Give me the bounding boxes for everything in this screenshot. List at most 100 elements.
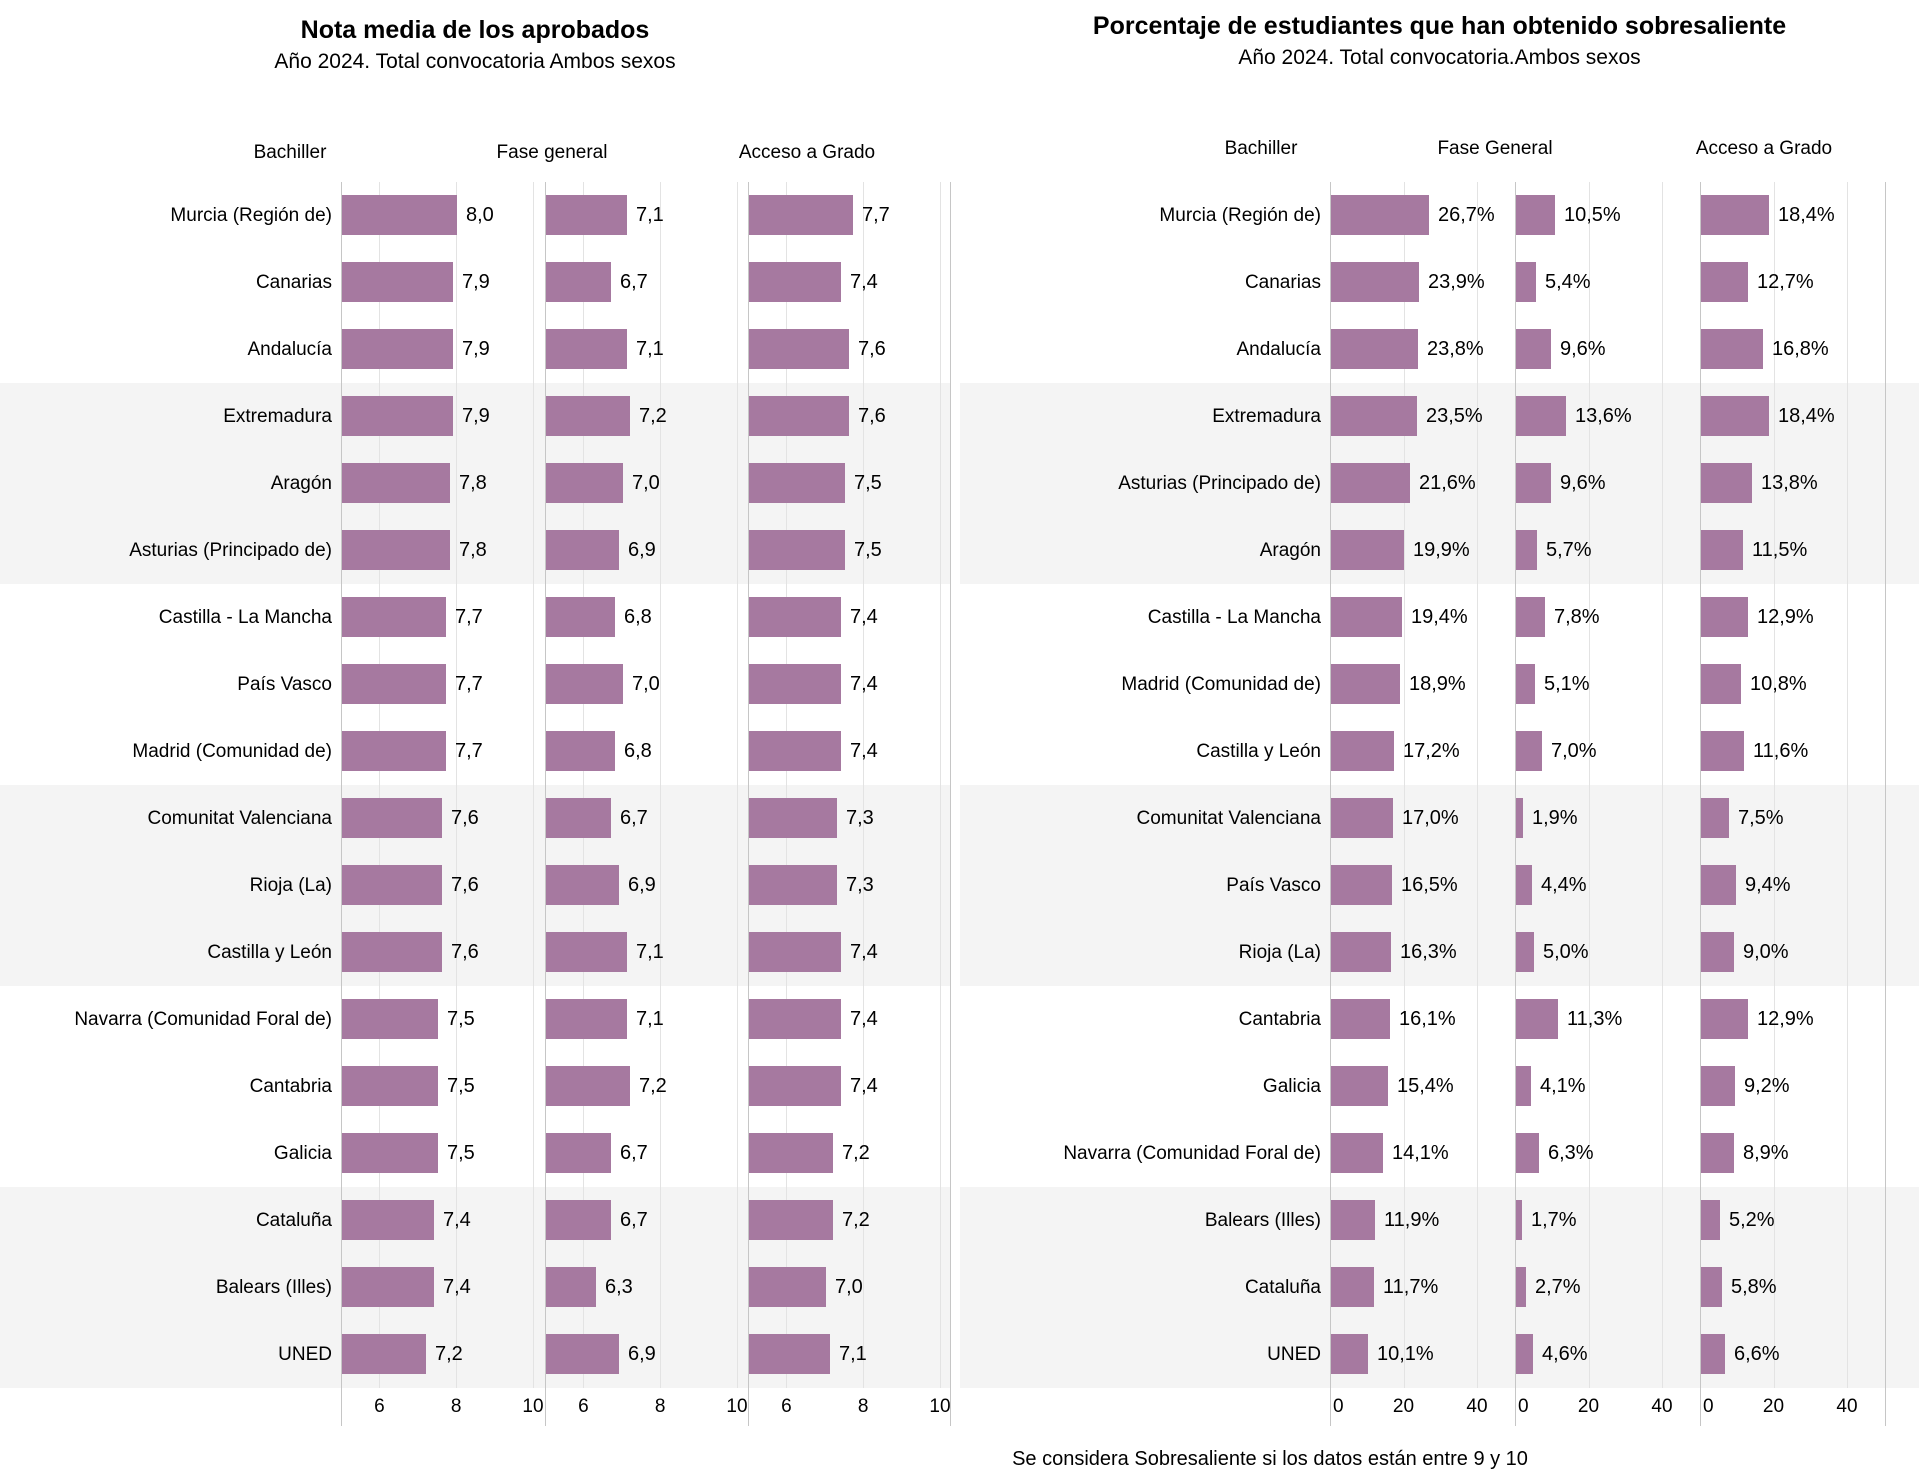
- region-label: Cataluña: [255, 1210, 332, 1231]
- region-label: Murcia (Región de): [170, 205, 332, 226]
- table-row: Rioja (La) 7,6 6,9 7,3: [0, 852, 950, 919]
- bar-value: 7,7: [455, 673, 483, 695]
- bar-value: 7,5%: [1738, 807, 1784, 829]
- bar: [1331, 329, 1418, 369]
- bar: [546, 1133, 611, 1173]
- table-row: UNED 10,1% 4,6% 6,6%: [960, 1321, 1919, 1388]
- bar-value: 9,6%: [1560, 472, 1606, 494]
- region-label: Extremadura: [1212, 406, 1321, 427]
- bar: [546, 999, 627, 1039]
- bar-value: 6,9: [628, 1343, 656, 1365]
- bar-value: 10,1%: [1377, 1343, 1434, 1365]
- bar-value: 6,3: [605, 1276, 633, 1298]
- bar: [1516, 865, 1532, 905]
- bar: [1331, 262, 1419, 302]
- bar-value: 23,5%: [1426, 405, 1483, 427]
- table-row: Murcia (Región de) 8,0 7,1 7,7: [0, 182, 950, 249]
- bar-value: 11,6%: [1753, 740, 1809, 762]
- bar: [546, 1267, 596, 1307]
- bar: [342, 731, 446, 771]
- table-row: Canarias 7,9 6,7 7,4: [0, 249, 950, 316]
- bar: [342, 999, 438, 1039]
- table-row: Aragón 7,8 7,0 7,5: [0, 450, 950, 517]
- bar-value: 7,1: [636, 338, 664, 360]
- bar: [342, 932, 442, 972]
- bar: [1331, 463, 1410, 503]
- axis-tick-label: 20: [1762, 1396, 1785, 1417]
- bar-value: 6,9: [628, 539, 656, 561]
- zebra-band: [960, 785, 1919, 986]
- table-row: Navarra (Comunidad Foral de) 7,5 7,1 7,4: [0, 986, 950, 1053]
- region-label: Rioja (La): [249, 875, 332, 896]
- bar-value: 5,2%: [1729, 1209, 1775, 1231]
- axis-tick-label: 8: [654, 1396, 666, 1417]
- axis-tick-label: 10: [726, 1396, 748, 1417]
- bar: [1701, 262, 1748, 302]
- bar-value: 16,5%: [1401, 874, 1458, 896]
- bar: [342, 1200, 434, 1240]
- bar: [749, 865, 837, 905]
- bar-value: 5,0%: [1543, 941, 1589, 963]
- bar: [342, 1334, 426, 1374]
- bar: [1701, 195, 1769, 235]
- bar-value: 7,2: [639, 405, 667, 427]
- bar: [1701, 597, 1748, 637]
- region-label: Castilla y León: [1196, 741, 1321, 762]
- bar: [342, 664, 446, 704]
- bar-value: 7,2: [639, 1075, 667, 1097]
- region-label: Navarra (Comunidad Foral de): [74, 1009, 332, 1030]
- table-row: Rioja (La) 16,3% 5,0% 9,0%: [960, 919, 1919, 986]
- axis-line: [1515, 182, 1516, 1426]
- bar-value: 26,7%: [1438, 204, 1495, 226]
- bar-value: 7,0: [835, 1276, 863, 1298]
- region-label: Cataluña: [1244, 1277, 1321, 1298]
- bar-value: 8,9%: [1743, 1142, 1789, 1164]
- bar-value: 9,2%: [1744, 1075, 1790, 1097]
- bar: [1701, 1267, 1722, 1307]
- bar: [546, 1200, 611, 1240]
- region-label: Murcia (Región de): [1159, 205, 1321, 226]
- gridline: [786, 182, 788, 1388]
- bar-value: 7,7: [455, 740, 483, 762]
- bar-value: 7,0%: [1551, 740, 1597, 762]
- axis-tick-label: 20: [1577, 1396, 1600, 1417]
- bar-value: 6,8: [624, 606, 652, 628]
- bar-value: 12,9%: [1757, 1008, 1814, 1030]
- bar: [1701, 530, 1743, 570]
- bar: [1516, 932, 1534, 972]
- axis-line: [1330, 182, 1331, 1426]
- column-header-bachiller: Bachiller: [1224, 138, 1298, 159]
- bar: [342, 1133, 438, 1173]
- bar-value: 7,8%: [1554, 606, 1600, 628]
- bar-value: 9,6%: [1560, 338, 1606, 360]
- bar-value: 10,5%: [1564, 204, 1621, 226]
- bar-value: 14,1%: [1392, 1142, 1449, 1164]
- bar: [1331, 396, 1417, 436]
- axis-tick-label: 8: [450, 1396, 462, 1417]
- region-label: Galicia: [1262, 1076, 1321, 1097]
- axis-tick-label: 0: [1333, 1396, 1344, 1417]
- bar: [546, 530, 619, 570]
- table-row: Murcia (Región de) 26,7% 10,5% 18,4%: [960, 182, 1919, 249]
- bar-value: 16,8%: [1772, 338, 1829, 360]
- region-label: UNED: [1267, 1344, 1321, 1365]
- table-row: Castilla y León 17,2% 7,0% 11,6%: [960, 718, 1919, 785]
- bar: [749, 530, 845, 570]
- bar: [1331, 798, 1393, 838]
- table-row: Comunitat Valenciana 7,6 6,7 7,3: [0, 785, 950, 852]
- table-row: País Vasco 16,5% 4,4% 9,4%: [960, 852, 1919, 919]
- axis-tick-label: 40: [1651, 1396, 1673, 1417]
- gridline: [1847, 182, 1848, 1388]
- bar-value: 7,6: [451, 807, 479, 829]
- table-row: Extremadura 23,5% 13,6% 18,4%: [960, 383, 1919, 450]
- gridline: [583, 182, 585, 1388]
- bar: [749, 396, 849, 436]
- region-label: Madrid (Comunidad de): [1121, 674, 1321, 695]
- gridline: [737, 182, 738, 1388]
- bar-value: 7,6: [451, 874, 479, 896]
- bar-value: 18,4%: [1778, 204, 1835, 226]
- bar: [1331, 1200, 1375, 1240]
- table-row: Andalucía 7,9 7,1 7,6: [0, 316, 950, 383]
- bar-value: 5,7%: [1546, 539, 1592, 561]
- plot-area: Murcia (Región de) 8,0 7,1 7,7 Canarias 7,9 6,…: [0, 182, 951, 1438]
